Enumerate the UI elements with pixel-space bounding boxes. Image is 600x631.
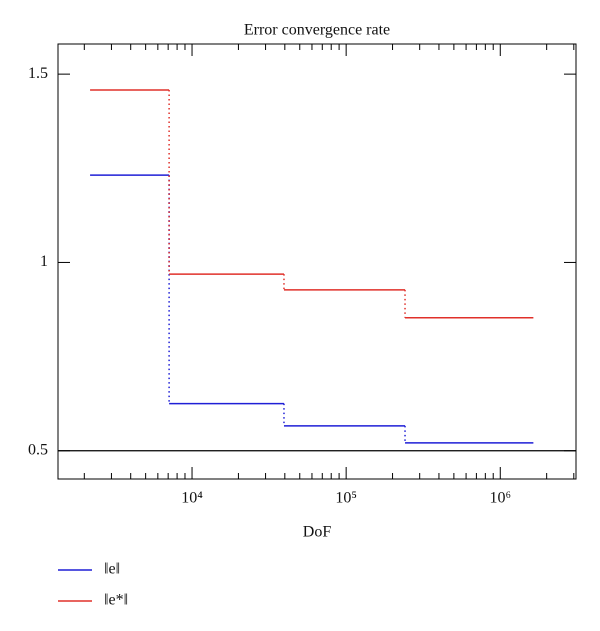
x-axis-label: DoF <box>303 524 332 541</box>
plot-frame <box>57 43 577 480</box>
legend-label: ‖e‖ <box>104 561 120 578</box>
chart-title: Error convergence rate <box>244 22 390 39</box>
x-tick-label: 10⁵ <box>335 490 357 507</box>
legend-label: ‖e*‖ <box>104 592 128 609</box>
y-tick-label: 1 <box>40 253 48 270</box>
y-tick-label: 1.5 <box>28 65 48 82</box>
x-tick-label: 10⁶ <box>489 490 511 507</box>
y-tick-label: 0.5 <box>28 441 48 458</box>
x-tick-label: 10⁴ <box>181 490 203 507</box>
